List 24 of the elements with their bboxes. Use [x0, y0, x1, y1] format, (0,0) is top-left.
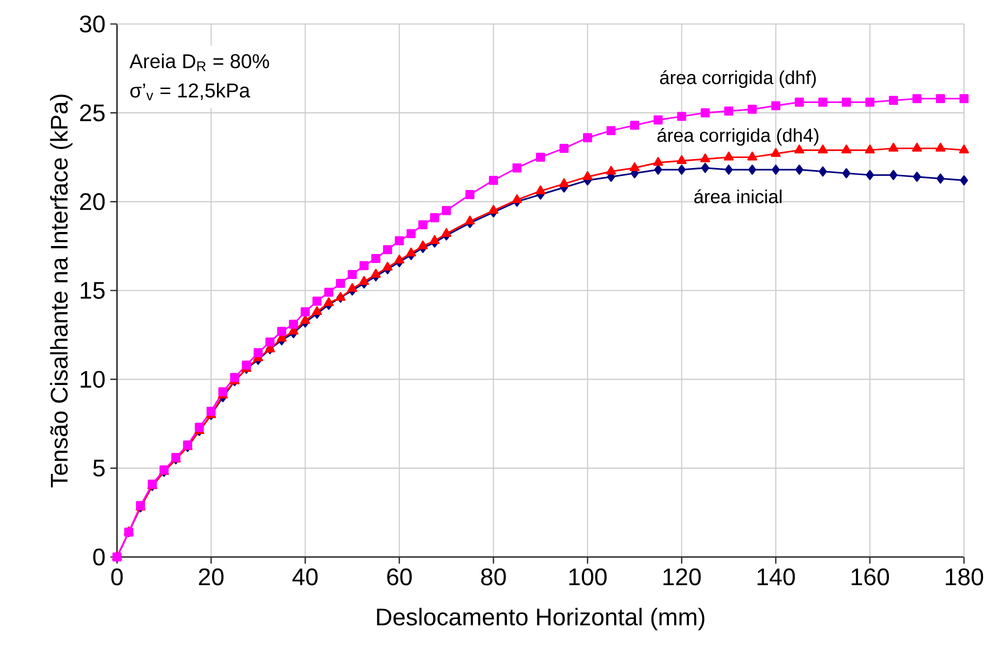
y-tick-label: 20 [80, 193, 105, 210]
series-label: área inicial [694, 189, 782, 204]
x-tick-label: 100 [569, 568, 607, 586]
y-tick-label: 30 [80, 15, 105, 32]
y-tick-label: 15 [80, 282, 105, 299]
series-label: área corrigida (dhf) [660, 70, 816, 88]
x-tick-label: 160 [852, 568, 889, 586]
y-tick-label: 25 [80, 104, 105, 122]
annotation: Areia D$_{R}$ = 80% [130, 54, 270, 72]
annotation: σ’$_{v}$ = 12,5kPa [130, 82, 250, 100]
x-tick-label: 80 [481, 568, 506, 586]
x-tick-label: 120 [663, 568, 701, 586]
x-axis-title: Deslocamento Horizontal (mm) [377, 608, 704, 630]
y-tick-label: 0 [93, 548, 105, 566]
y-axis-title: Tensão Cisalhante na Interface (kPa) [50, 94, 72, 488]
y-tick-label: 10 [80, 370, 105, 388]
x-tick-label: 140 [758, 568, 795, 586]
x-tick-label: 180 [946, 568, 984, 586]
series-label: área corrigida (dh4) [657, 128, 818, 146]
x-tick-label: 40 [292, 568, 318, 586]
x-tick-label: 0 [111, 568, 123, 586]
x-tick-label: 20 [198, 568, 224, 586]
x-tick-label: 60 [387, 568, 412, 586]
y-tick-label: 5 [93, 460, 105, 477]
